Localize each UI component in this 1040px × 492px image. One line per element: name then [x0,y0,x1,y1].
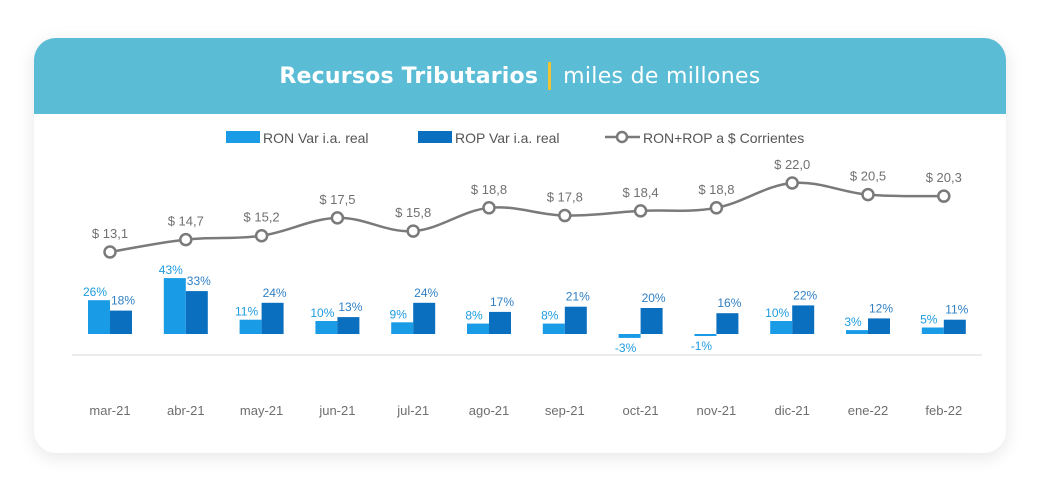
x-tick-nov-21: nov-21 [697,403,737,418]
label-line-ago-21: $ 18,8 [471,182,507,197]
x-tick-jul-21: jul-21 [396,403,429,418]
x-tick-may-21: may-21 [240,403,283,418]
label-rop-feb-22: 11% [945,303,968,317]
bar-ron-abr-21 [163,278,186,334]
bar-rop-jun-21 [337,317,360,334]
chart-subtitle: miles de millones [563,63,761,89]
line-point-dic-21 [785,176,799,190]
bar-rop-feb-22 [943,319,966,334]
label-line-mar-21: $ 13,1 [92,226,128,241]
title-separator [548,62,552,90]
label-rop-sep-21: 21% [566,290,590,304]
bar-rop-may-21 [261,302,284,334]
label-rop-oct-21: 20% [642,291,666,305]
label-ron-ago-21: 8% [465,309,483,323]
label-rop-may-21: 24% [263,286,287,300]
bar-ron-ago-21 [467,323,489,334]
bar-rop-dic-21 [792,305,815,334]
legend-swatch-rop [418,131,452,143]
line-point-ene-22 [861,187,875,202]
bar-ron-feb-22 [921,327,944,334]
label-line-abr-21: $ 14,7 [168,214,204,229]
x-tick-oct-21: oct-21 [623,403,659,418]
line-point-jul-21 [406,224,420,238]
label-line-nov-21: $ 18,8 [698,182,734,197]
line-point-abr-21 [179,232,193,247]
bar-rop-oct-21 [640,308,663,334]
x-tick-abr-21: abr-21 [167,403,205,418]
legend-label-ron: RON Var i.a. real [263,130,369,146]
label-line-jul-21: $ 15,8 [395,205,431,220]
line-ron-rop-corrientes [109,181,944,254]
bar-rop-nov-21 [716,313,739,334]
x-tick-jun-21: jun-21 [318,403,355,418]
label-line-feb-22: $ 20,3 [926,170,962,185]
bar-ron-may-21 [239,319,262,334]
legend-swatch-ron [226,131,260,143]
chart-card: Recursos Tributarios miles de millones [34,38,1006,453]
legend-marker-icon [615,130,629,144]
label-ron-may-21: 11% [235,305,258,319]
label-ron-nov-21: -1% [691,339,713,353]
bar-ron-nov-21 [694,334,717,336]
bar-ron-jun-21 [315,321,338,334]
x-tick-ene-22: ene-22 [848,403,888,418]
bar-ron-dic-21 [770,321,793,334]
bar-ron-oct-21 [618,334,641,338]
bar-rop-ago-21 [489,311,511,334]
label-rop-nov-21: 16% [717,296,741,310]
label-ron-sep-21: 8% [541,309,559,323]
bar-rop-ene-22 [868,318,890,334]
bar-rop-jul-21 [413,302,436,334]
label-line-oct-21: $ 18,4 [623,185,659,200]
chart-title: Recursos Tributarios [279,63,539,89]
label-rop-ene-22: 12% [869,301,893,315]
line-point-feb-22 [937,189,951,203]
label-line-ene-22: $ 20,5 [850,169,886,184]
label-ron-dic-21: 10% [765,306,789,320]
line-point-mar-21 [103,245,117,259]
x-tick-dic-21: dic-21 [774,403,809,418]
bar-rop-abr-21 [185,291,208,334]
legend: RON Var i.a. real ROP Var i.a. real RON+… [226,130,804,146]
bar-rop-sep-21 [564,306,587,334]
label-line-dic-21: $ 22,0 [774,157,810,172]
label-line-jun-21: $ 17,5 [319,192,355,207]
line-point-jun-21 [330,211,345,225]
line-point-oct-21 [633,204,648,218]
legend-label-rop: ROP Var i.a. real [455,130,560,146]
label-rop-abr-21: 33% [187,274,211,288]
line-point-sep-21 [558,208,572,223]
bar-ron-jul-21 [391,322,414,334]
label-ron-jul-21: 9% [390,307,408,321]
label-rop-jun-21: 13% [338,300,362,314]
bar-ron-ene-22 [846,330,868,334]
bar-ron-mar-21 [88,300,110,334]
label-ron-abr-21: 43% [159,263,183,277]
line-point-nov-21 [709,201,724,215]
label-ron-feb-22: 5% [920,313,938,327]
chart-header: Recursos Tributarios miles de millones [34,38,1006,114]
x-tick-feb-22: feb-22 [925,403,962,418]
label-rop-mar-21: 18% [111,294,135,308]
label-ron-mar-21: 26% [83,285,107,299]
label-ron-oct-21: -3% [615,341,637,355]
label-rop-jul-21: 24% [414,286,438,300]
bar-ron-sep-21 [542,323,565,334]
label-ron-ene-22: 3% [844,315,862,329]
label-line-sep-21: $ 17,8 [547,190,583,205]
legend-label-line: RON+ROP a $ Corrientes [643,130,804,146]
label-line-may-21: $ 15,2 [244,210,280,225]
bar-rop-mar-21 [110,310,132,334]
x-tick-ago-21: ago-21 [469,403,509,418]
label-rop-dic-21: 22% [793,288,817,302]
x-tick-sep-21: sep-21 [545,403,585,418]
label-rop-ago-21: 17% [490,295,514,309]
x-tick-mar-21: mar-21 [89,403,130,418]
label-ron-jun-21: 10% [310,306,334,320]
line-point-may-21 [254,228,269,243]
line-point-ago-21 [482,201,496,215]
